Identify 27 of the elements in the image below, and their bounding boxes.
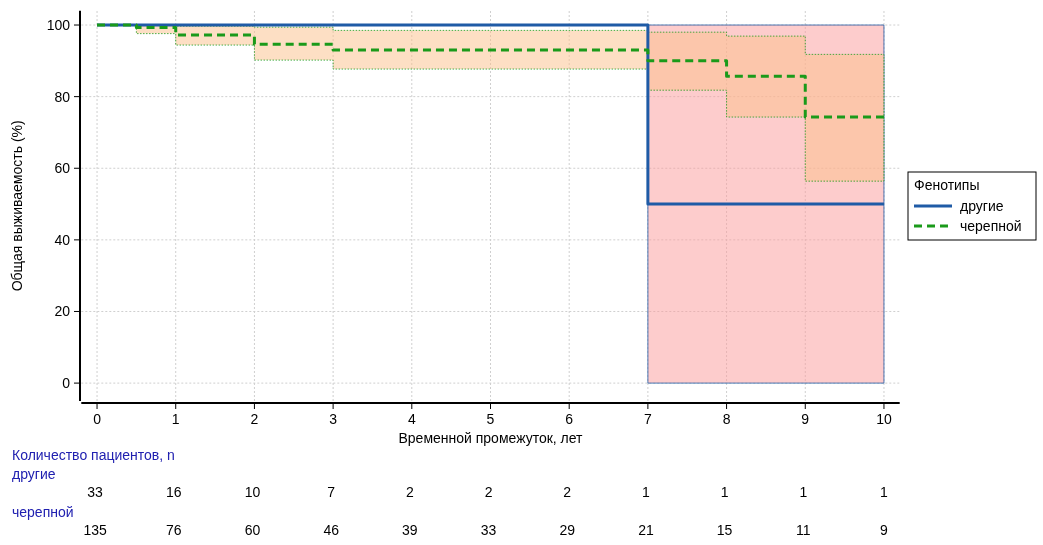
y-tick-label: 40 (54, 231, 71, 248)
x-tick-label: 9 (801, 411, 810, 427)
y-tick-label: 20 (54, 303, 71, 320)
legend-label: черепной (960, 218, 1022, 234)
x-tick-label: 3 (329, 411, 338, 427)
legend-title: Фенотипы (914, 177, 980, 193)
y-tick-label: 0 (62, 375, 71, 392)
x-tick-label: 1 (171, 411, 180, 427)
text: Количество пациентов, n (12, 447, 175, 463)
x-tick-label: 10 (876, 411, 892, 427)
text: другие (12, 466, 56, 482)
y-axis-title: Общая выживаемость (%) (9, 120, 25, 292)
text: 33 16 10 7 2 2 2 1 1 1 1 (87, 484, 888, 500)
y-tick-label: 60 (54, 160, 71, 177)
x-tick-label: 7 (643, 411, 652, 427)
x-tick-label: 0 (93, 411, 102, 427)
y-tick-label: 80 (54, 88, 71, 105)
x-tick-label: 2 (250, 411, 259, 427)
x-tick-label: 4 (407, 411, 416, 427)
x-tick-label: 6 (565, 411, 574, 427)
x-axis-title: Временной промежуток, лет (398, 430, 584, 446)
x-tick-label: 5 (486, 411, 495, 427)
text: черепной (12, 504, 74, 520)
text: 135 76 60 46 39 33 29 21 15 11 9 (83, 522, 888, 538)
x-tick-label: 8 (722, 411, 731, 427)
legend-label: другие (960, 198, 1004, 214)
y-tick-label: 100 (46, 17, 71, 34)
